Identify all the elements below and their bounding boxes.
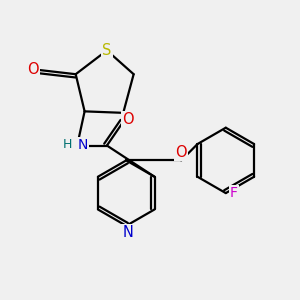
Text: O: O [27,62,38,77]
Text: N: N [77,138,88,152]
Text: S: S [102,43,112,58]
Text: O: O [176,145,187,160]
Text: O: O [122,112,134,127]
Text: F: F [230,186,238,200]
Text: H: H [63,138,72,151]
Text: N: N [122,225,133,240]
